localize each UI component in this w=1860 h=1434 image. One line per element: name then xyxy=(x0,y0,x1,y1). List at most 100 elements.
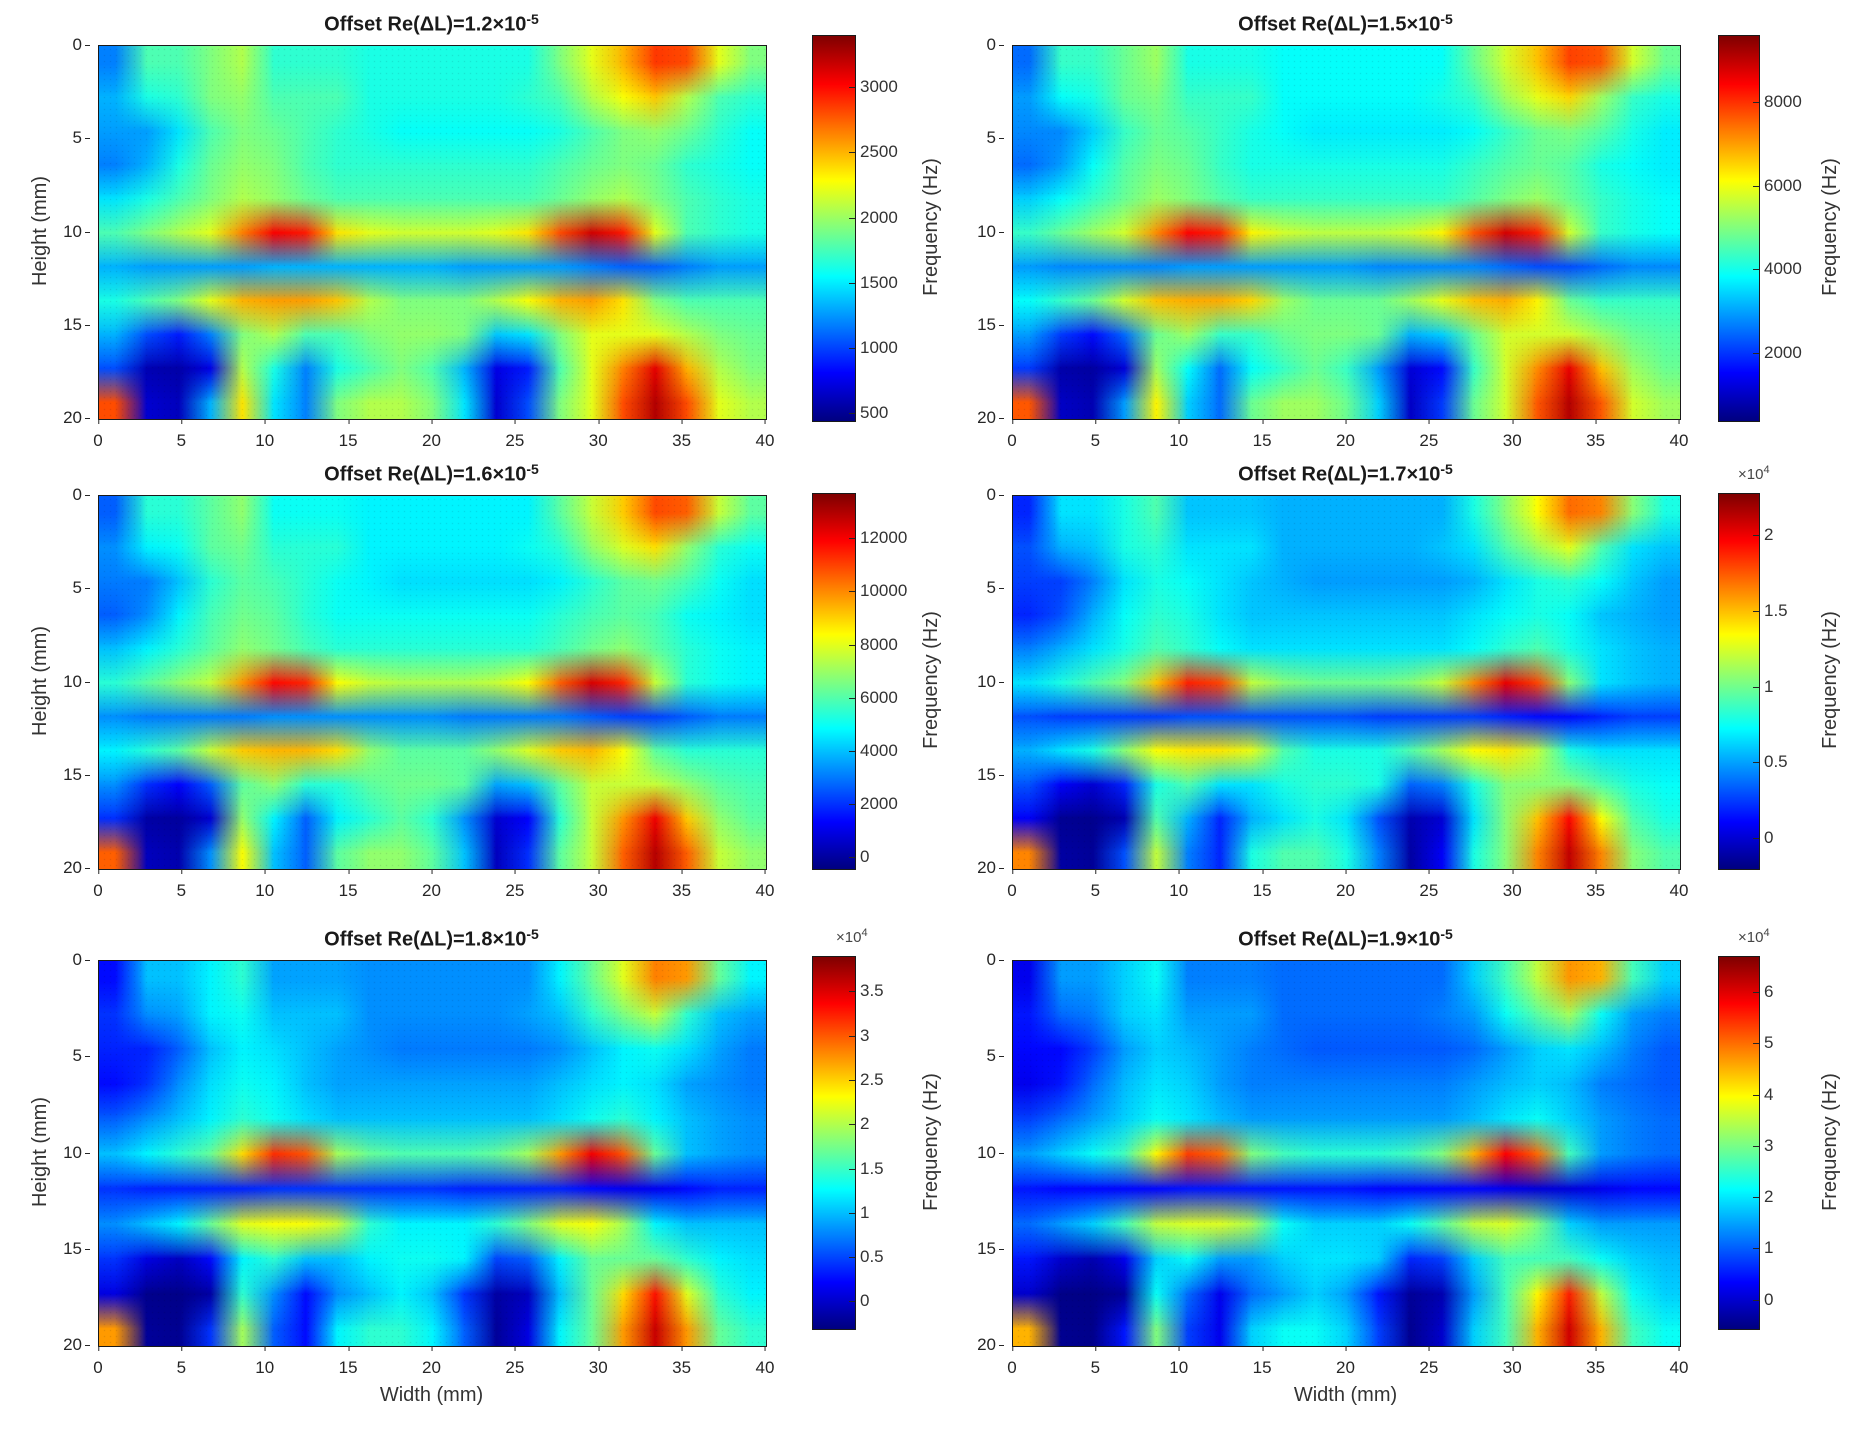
y-tick-label: 20 xyxy=(63,1335,90,1354)
colorbar-tick-label: 6000 xyxy=(849,687,898,707)
x-tick-label: 15 xyxy=(1252,1346,1272,1377)
colorbar-tick-label: 0.5 xyxy=(849,1247,884,1267)
x-tick-label: 35 xyxy=(672,1346,692,1377)
x-tick-label: 35 xyxy=(672,869,692,900)
y-tick-label: 5 xyxy=(986,578,1005,598)
y-tick-label: 20 xyxy=(63,408,90,427)
colorbar-tick-label: 0 xyxy=(1752,1289,1774,1309)
x-tick-label: 0 xyxy=(1007,419,1017,450)
colorbar-tick-label: 3.5 xyxy=(849,981,884,1001)
x-tick-label: 20 xyxy=(422,419,441,450)
title-text: Offset Re(ΔL)=1.8×10 xyxy=(324,928,527,951)
colorbar-label: Frequency (Hz) xyxy=(1819,158,1841,296)
x-tick-label: 5 xyxy=(176,869,187,900)
y-tick-labels: 0 5 10 15 20 xyxy=(42,35,91,427)
x-tick-label: 35 xyxy=(1586,1346,1606,1377)
colorbar-label: Frequency (Hz) xyxy=(1819,611,1841,749)
x-tick-label: 20 xyxy=(422,869,441,900)
y-tick-label: 5 xyxy=(72,1046,91,1066)
x-tick-label: 0 xyxy=(93,1346,103,1377)
y-axis-label: Height (mm) xyxy=(29,176,51,287)
y-tick-label: 0 xyxy=(986,950,1005,969)
x-tick-label: 30 xyxy=(1502,869,1522,900)
colorbar xyxy=(812,493,856,870)
colorbar-tick-label: 1 xyxy=(848,1202,870,1222)
colorbar-tick-label: 1.5 xyxy=(1753,600,1788,620)
title-text: Offset Re(ΔL)=1.7×10 xyxy=(1238,463,1441,486)
heatmap-plot xyxy=(1012,960,1681,1347)
exponent-base: ×10 xyxy=(836,929,862,946)
colorbar-canvas xyxy=(1719,494,1759,869)
heatmap-canvas xyxy=(99,46,766,419)
colorbar-tick-label: 2 xyxy=(1752,525,1774,545)
x-tick-label: 25 xyxy=(1419,1346,1439,1377)
title-exponent: -5 xyxy=(526,461,539,477)
y-tick-label: 10 xyxy=(977,221,1004,241)
panel-title: Offset Re(ΔL)=1.5×10-5 xyxy=(1012,10,1679,37)
colorbar-tick-label: 1 xyxy=(1752,1238,1774,1258)
colorbar-tick-label: 5 xyxy=(1752,1033,1774,1053)
x-axis-label: Width (mm) xyxy=(1293,1384,1398,1406)
panel-title: Offset Re(ΔL)=1.7×10-5 xyxy=(1012,460,1679,487)
x-tick-label: 40 xyxy=(755,1346,775,1377)
y-tick-label: 0 xyxy=(72,485,91,504)
colorbar xyxy=(812,35,856,422)
x-tick-label: 15 xyxy=(1252,869,1272,900)
y-axis-label: Height (mm) xyxy=(29,626,51,737)
colorbar-tick-label: 0 xyxy=(1752,827,1774,847)
colorbar-tick-label: 4 xyxy=(1752,1084,1774,1104)
heatmap-plot xyxy=(98,45,767,420)
colorbar-tick-labels: 3.5 3 2.5 2 1.5 1 0.5 0 xyxy=(848,956,940,1328)
colorbar-label: Frequency (Hz) xyxy=(920,611,942,749)
colorbar-tick-label: 6000 xyxy=(1753,175,1802,195)
y-tick-labels: 0 5 10 15 20 xyxy=(956,485,1005,877)
colorbar-tick-labels: 2 1.5 1 0.5 0 xyxy=(1752,493,1844,868)
x-tick-label: 30 xyxy=(588,419,608,450)
colorbar-tick-label: 0 xyxy=(848,847,870,867)
x-tick-label: 0 xyxy=(1007,869,1017,900)
x-tick-label: 10 xyxy=(255,419,275,450)
title-exponent: -5 xyxy=(526,926,539,942)
y-tick-label: 15 xyxy=(63,1238,90,1258)
x-tick-label: 10 xyxy=(255,1346,275,1377)
colorbar-tick-label: 1.5 xyxy=(849,1158,884,1178)
colorbar-tick-labels: 8000 6000 4000 2000 xyxy=(1753,35,1844,420)
y-tick-label: 10 xyxy=(63,221,90,241)
y-tick-labels: 0 5 10 15 20 xyxy=(956,950,1005,1354)
exponent-sup: 4 xyxy=(1763,464,1770,476)
colorbar-tick-labels: 12000 10000 8000 6000 4000 2000 0 xyxy=(848,493,940,868)
heatmap-plot xyxy=(1012,45,1681,420)
title-exponent: -5 xyxy=(1440,926,1453,942)
y-tick-label: 15 xyxy=(63,764,90,784)
colorbar xyxy=(812,956,856,1330)
colorbar-canvas xyxy=(813,957,855,1329)
colorbar-exponent: ×104 xyxy=(836,927,868,946)
x-tick-label: 20 xyxy=(1336,419,1355,450)
y-tick-label: 5 xyxy=(72,128,91,148)
colorbar-tick-label: 1000 xyxy=(849,338,898,358)
colorbar-tick-label: 0 xyxy=(848,1291,870,1311)
heatmap-canvas xyxy=(1013,46,1680,419)
x-tick-labels: 0 5 10 15 20 25 30 35 40 xyxy=(93,419,774,450)
colorbar-tick-labels: 3000 2500 2000 1500 1000 500 xyxy=(848,35,940,422)
panel-title: Offset Re(ΔL)=1.8×10-5 xyxy=(98,925,765,952)
heatmap-canvas xyxy=(1013,496,1680,869)
y-tick-label: 15 xyxy=(63,314,90,334)
colorbar-label: Frequency (Hz) xyxy=(1819,1073,1841,1211)
colorbar-tick-label: 10000 xyxy=(848,581,908,601)
title-text: Offset Re(ΔL)=1.2×10 xyxy=(324,13,527,36)
exponent-sup: 4 xyxy=(861,927,868,939)
panel-title: Offset Re(ΔL)=1.9×10-5 xyxy=(1012,925,1679,952)
exponent-base: ×10 xyxy=(1738,929,1764,946)
x-tick-labels: 0 5 10 15 20 25 30 35 40 xyxy=(93,869,774,900)
x-tick-label: 5 xyxy=(1090,869,1101,900)
x-tick-label: 5 xyxy=(1090,419,1101,450)
heatmap-plot xyxy=(1012,495,1681,870)
x-tick-label: 40 xyxy=(755,419,775,450)
x-tick-label: 0 xyxy=(93,869,103,900)
y-tick-label: 10 xyxy=(977,1142,1004,1162)
x-tick-label: 10 xyxy=(1169,419,1189,450)
colorbar-tick-labels: 6 5 4 3 2 1 0 xyxy=(1752,956,1844,1328)
x-tick-labels: 0 5 10 15 20 25 30 35 40 xyxy=(1007,1346,1688,1377)
